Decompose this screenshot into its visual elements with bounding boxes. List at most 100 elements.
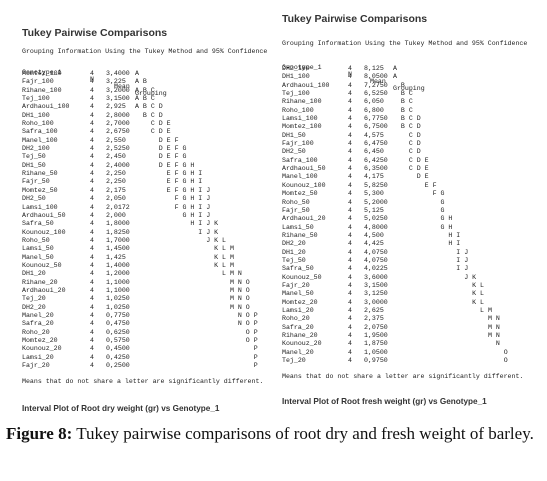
cell-genotype: Safra_100 xyxy=(282,156,318,164)
cell-mean: 5,125 xyxy=(364,206,384,214)
table-row: Momtez_100 4 6,7500 B C D xyxy=(282,123,542,131)
cell-grouping: A B xyxy=(135,78,147,86)
table-row: Safra_100 4 2,6750 C D E xyxy=(22,128,272,136)
cell-grouping: G H xyxy=(393,223,453,231)
cell-grouping: C D E xyxy=(135,128,171,136)
cell-genotype: DH2_20 xyxy=(22,303,46,311)
cell-genotype: Fajr_50 xyxy=(22,178,50,186)
cell-genotype: Momtez_20 xyxy=(22,337,58,344)
cell-mean: 3,1500 xyxy=(364,281,388,289)
cell-n: 4 xyxy=(348,148,352,156)
cell-mean: 1,1000 xyxy=(106,278,130,286)
table-row: DH1_100 4 2,8000 B C D xyxy=(22,112,272,120)
cell-grouping: G H I J xyxy=(135,211,211,219)
cell-mean: 6,7500 xyxy=(364,123,388,131)
table-row: Ardhaoui_50 4 6,3500 C D E xyxy=(282,165,542,173)
table-row: Tej_50 4 4,0750 I J xyxy=(282,257,542,265)
cell-n: 4 xyxy=(90,303,94,311)
cell-n: 4 xyxy=(90,362,94,370)
cell-mean: 6,4750 xyxy=(364,140,388,148)
cell-mean: 1,425 xyxy=(106,253,126,261)
table-row: Manel_100 4 4,175 D E xyxy=(282,173,542,181)
table-row: Safra_20 4 2,0750 M N xyxy=(282,324,542,332)
cell-n: 4 xyxy=(348,206,352,214)
cell-n: 4 xyxy=(90,195,94,203)
cell-genotype: Safra_100 xyxy=(22,128,58,136)
cell-grouping: C D xyxy=(393,140,421,148)
table-row: DH1_50 4 4,575 C D xyxy=(282,132,542,140)
cell-genotype: Manel_20 xyxy=(22,311,54,319)
cell-n: 4 xyxy=(90,153,94,161)
cell-genotype: Fajr_100 xyxy=(282,140,314,148)
cell-mean: 6,800 xyxy=(364,106,384,114)
cell-grouping: D E xyxy=(393,173,429,181)
cell-n: 4 xyxy=(90,261,94,269)
table-row: DH1_20 4 1,2000 L M N xyxy=(22,270,272,278)
cell-n: 4 xyxy=(90,128,94,136)
cell-grouping: G H xyxy=(393,215,453,223)
cell-n: 4 xyxy=(348,190,352,198)
cell-grouping: B C xyxy=(393,106,413,114)
right-header-mean: Mean xyxy=(370,78,386,85)
right-header-genotype: Genotype_1 xyxy=(282,64,322,71)
cell-mean: 2,625 xyxy=(364,306,384,314)
table-row: DH2_50 4 6,450 C D xyxy=(282,148,542,156)
cell-n: 4 xyxy=(90,103,94,111)
left-figure-title: Interval Plot of Root dry weight (gr) vs… xyxy=(22,404,220,413)
cell-grouping: D E F G xyxy=(135,145,187,153)
cell-n: 4 xyxy=(348,98,352,106)
cell-grouping: O P xyxy=(135,328,258,336)
cell-genotype: DH2_20 xyxy=(282,240,306,248)
cell-grouping: D E F xyxy=(135,136,179,144)
cell-n: 4 xyxy=(90,270,94,278)
cell-mean: 1,8250 xyxy=(106,228,130,236)
table-row: Tej_50 4 2,450 D E F G xyxy=(22,153,272,161)
cell-mean: 1,0250 xyxy=(106,295,130,303)
cell-n: 4 xyxy=(90,136,94,144)
cell-n: 4 xyxy=(90,311,94,319)
cell-n: 4 xyxy=(348,173,352,181)
table-row: Ardhaoui_100 4 2,925 A B C D xyxy=(22,103,272,111)
cell-n: 4 xyxy=(348,181,352,189)
cell-mean: 1,9500 xyxy=(364,332,388,339)
cell-grouping: C D E xyxy=(135,120,171,128)
cell-grouping: I J xyxy=(393,265,469,273)
left-grouping-subtitle: Grouping Information Using the Tukey Met… xyxy=(22,48,268,55)
cell-n: 4 xyxy=(348,156,352,164)
cell-n: 4 xyxy=(348,323,352,331)
cell-mean: 2,375 xyxy=(364,315,384,323)
figure-caption: Figure 8: Tukey pairwise comparisons of … xyxy=(6,423,544,445)
cell-n: 4 xyxy=(90,95,94,103)
cell-n: 4 xyxy=(90,236,94,244)
cell-mean: 2,175 xyxy=(106,186,126,194)
table-row: Lamsi_50 4 4,8000 G H xyxy=(282,224,542,232)
table-row: Rihane_20 4 1,9500 M N xyxy=(282,332,542,340)
cell-mean: 3,4000 xyxy=(106,70,130,77)
cell-genotype: Lamsi_50 xyxy=(22,245,54,253)
cell-mean: 6,5250 xyxy=(364,90,388,98)
cell-n: 4 xyxy=(348,315,352,323)
cell-mean: 6,050 xyxy=(364,98,384,106)
table-row: Rihane_100 4 3,2000 A B C xyxy=(22,87,272,95)
cell-grouping: K L M xyxy=(135,253,234,261)
cell-n: 4 xyxy=(348,123,352,131)
cell-genotype: Ardhaoui_100 xyxy=(22,103,70,111)
cell-mean: 0,4250 xyxy=(106,353,130,361)
left-header-grouping: Grouping xyxy=(135,90,167,97)
cell-n: 4 xyxy=(348,165,352,173)
table-row: Fajr_100 4 3,225 A B xyxy=(22,78,272,86)
cell-n: 4 xyxy=(90,120,94,128)
cell-n: 4 xyxy=(348,81,352,89)
cell-genotype: Kounouz_100 xyxy=(282,181,326,189)
cell-grouping: C D xyxy=(393,148,421,156)
cell-grouping: N O P xyxy=(135,320,258,328)
right-grouping-subtitle: Grouping Information Using the Tukey Met… xyxy=(282,40,528,47)
cell-mean: 3,225 xyxy=(106,78,126,86)
right-table-body: DH2_100 4 8,125 A DH1_100 4 8,0500 A Ardhaoui_10… xyxy=(282,65,542,365)
table-row: Kounouz_100 4 5,8250 E F xyxy=(282,182,542,190)
cell-grouping: E F G H I J xyxy=(135,186,211,194)
cell-mean: 2,925 xyxy=(106,103,126,111)
cell-grouping: M N O xyxy=(135,278,250,286)
cell-grouping: D E F G xyxy=(135,153,187,161)
table-row: Tej_100 4 6,5250 B C xyxy=(282,90,542,98)
